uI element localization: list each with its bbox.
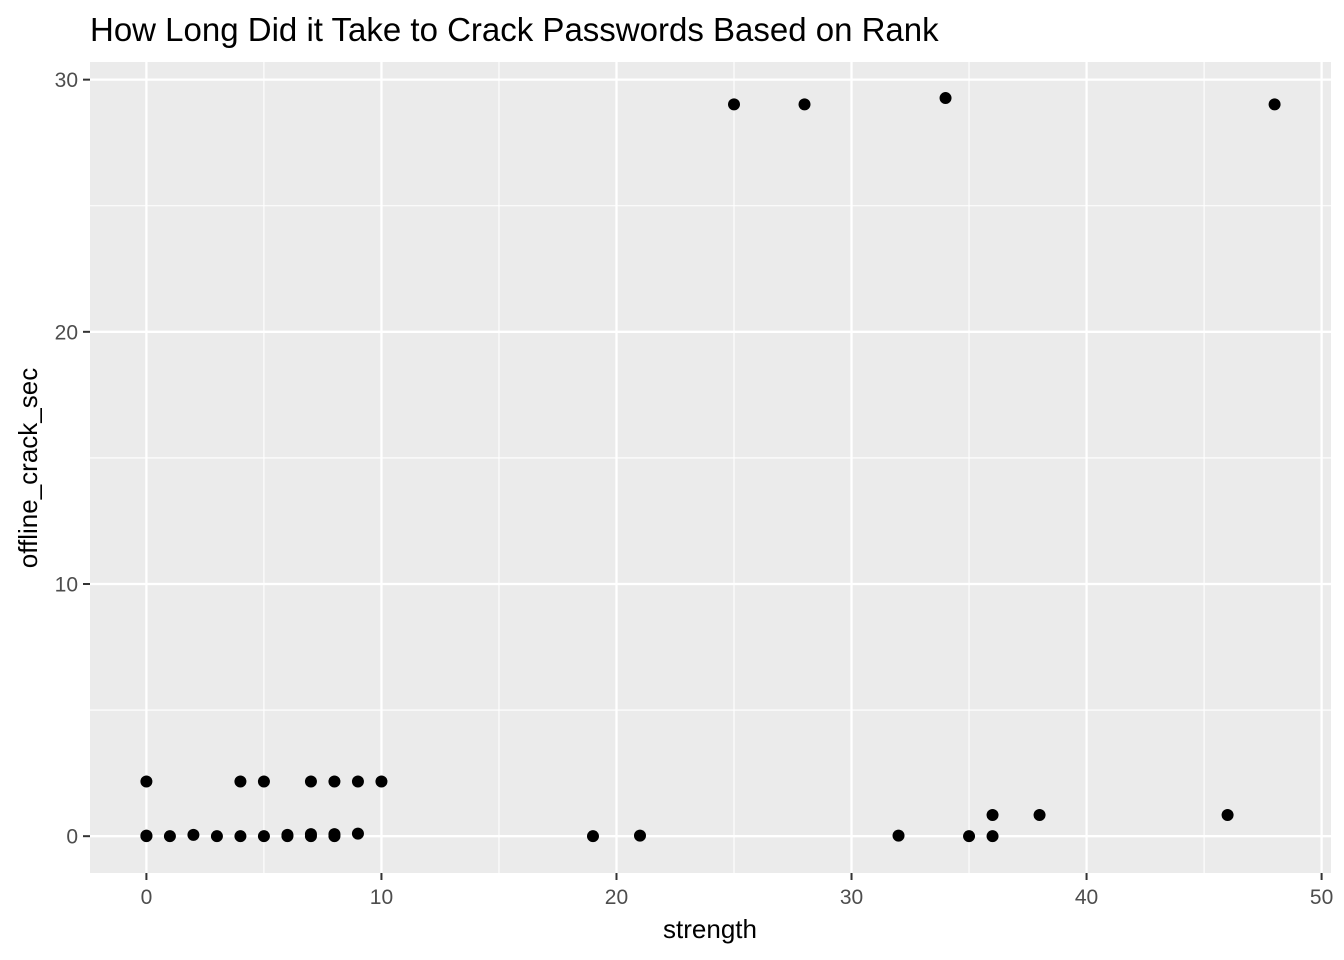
data-point [140,829,153,842]
x-tick-label: 10 [370,886,393,909]
data-point [304,828,317,841]
data-point [257,775,270,788]
y-tick-label: 30 [55,69,78,92]
data-point [633,829,646,842]
data-point [281,828,294,841]
chart-title: How Long Did it Take to Crack Passwords … [90,11,939,48]
data-point [210,830,223,843]
x-tick-label: 0 [141,886,153,909]
data-point [304,775,317,788]
data-point [939,92,952,105]
data-point [728,98,741,111]
data-point [586,830,599,843]
y-axis: 0 10 20 30 [55,69,90,849]
x-tick-label: 30 [840,886,863,909]
data-point [375,775,388,788]
data-point [1221,808,1234,821]
x-tick-label: 50 [1310,886,1333,909]
x-axis: 0 10 20 30 40 50 [141,873,1333,909]
data-point [328,828,341,841]
data-point [234,830,247,843]
y-tick-label: 20 [55,321,78,344]
data-point [1033,808,1046,821]
data-point [187,828,200,841]
y-axis-title: offline_crack_sec [13,368,43,568]
minor-gridlines [90,62,1331,873]
data-point [257,830,270,843]
data-point [963,830,976,843]
data-point [328,775,341,788]
data-point [234,775,247,788]
data-points [140,92,1281,843]
data-point [986,808,999,821]
plot-panel [90,62,1331,873]
data-point [892,829,905,842]
major-gridlines [90,62,1331,873]
data-point [163,830,176,843]
data-point [351,827,364,840]
data-point [1268,98,1281,111]
data-point [986,830,999,843]
data-point [351,775,364,788]
y-tick-label: 0 [66,826,78,849]
data-point [798,98,811,111]
x-tick-label: 20 [605,886,628,909]
x-tick-label: 40 [1075,886,1098,909]
y-tick-label: 10 [55,574,78,597]
data-point [140,775,153,788]
x-axis-title: strength [663,914,757,944]
